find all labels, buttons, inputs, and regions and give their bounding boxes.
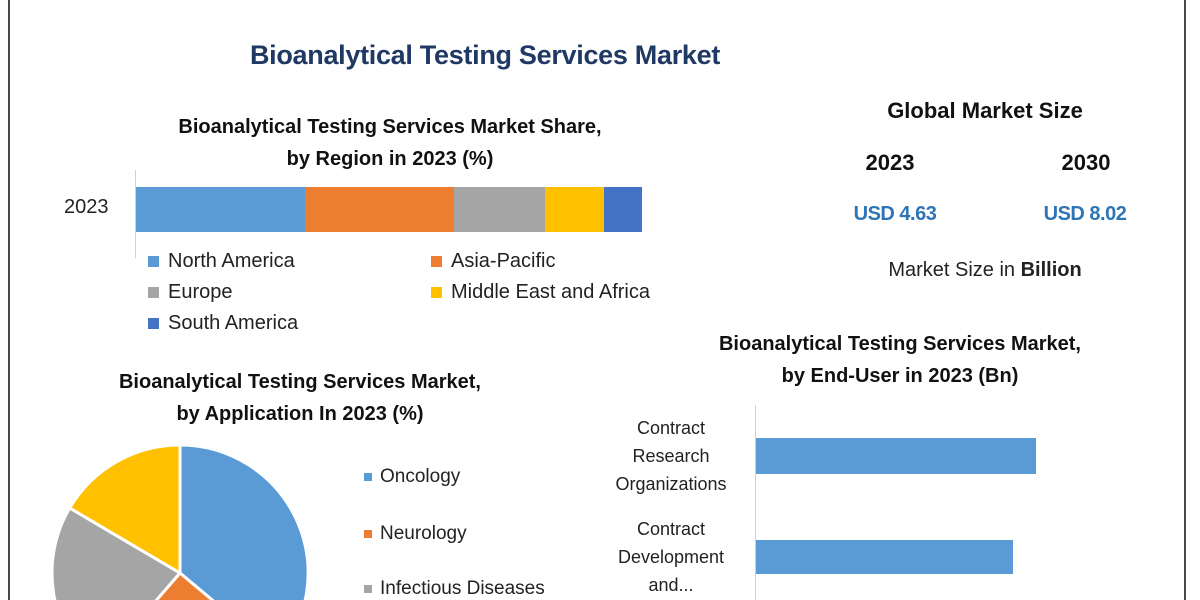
legend-label: North America — [168, 250, 295, 272]
legend-swatch — [364, 585, 372, 593]
page-title: Bioanalytical Testing Services Market — [249, 40, 721, 70]
legend-item-europe: Europe — [148, 281, 233, 304]
legend-swatch — [431, 287, 442, 298]
application-chart-title-line2: by Application In 2023 (%) — [176, 403, 424, 425]
region-chart-title: Bioanalytical Testing Services Market Sh… — [110, 111, 670, 175]
pie-legend-oncology: Oncology — [364, 466, 460, 488]
pie-slice-other — [67, 443, 182, 576]
left-border — [8, 0, 10, 600]
legend-swatch — [148, 318, 159, 329]
bar-segment-asia-pacific — [305, 187, 454, 232]
category-label-cro: Contract Research Organizations — [606, 414, 736, 498]
market-year-2023: 2023 — [865, 150, 915, 175]
unit-prefix: Market Size in — [888, 259, 1021, 281]
region-stacked-bar — [136, 187, 642, 232]
application-pie-chart — [50, 443, 310, 600]
region-chart-title-line1: Bioanalytical Testing Services Market Sh… — [178, 116, 602, 138]
category-label-line: Research — [632, 446, 710, 466]
category-label-line: and... — [648, 575, 694, 595]
bar-cro — [756, 438, 1036, 474]
bar-segment-middle-east-africa — [545, 187, 604, 232]
category-label-line: Organizations — [615, 474, 727, 494]
legend-item-middle-east-africa: Middle East and Africa — [431, 281, 650, 304]
category-label-line: Contract — [636, 519, 706, 539]
global-market-title: Global Market Size — [887, 98, 1083, 123]
region-chart-axis — [135, 170, 136, 258]
legend-swatch — [431, 256, 442, 267]
legend-label: South America — [168, 312, 299, 334]
unit-bold: Billion — [1020, 259, 1082, 281]
legend-label: Middle East and Africa — [451, 281, 650, 303]
legend-label: Infectious Diseases — [380, 578, 545, 599]
pie-slice-infectious-diseases — [50, 505, 183, 600]
bar-segment-europe — [454, 187, 545, 232]
legend-item-north-america: North America — [148, 250, 295, 273]
pie-legend-neurology: Neurology — [364, 523, 467, 545]
legend-label: Asia-Pacific — [451, 250, 556, 272]
enduser-chart-title: Bioanalytical Testing Services Market, b… — [640, 328, 1160, 392]
category-label-line: Contract — [636, 418, 706, 438]
bar-cdmo — [756, 540, 1013, 574]
legend-swatch — [364, 473, 372, 481]
market-value-2030: USD 8.02 — [1043, 203, 1127, 225]
application-chart-title: Bioanalytical Testing Services Market, b… — [60, 366, 540, 430]
bar-segment-south-america — [604, 187, 642, 232]
pie-slice-oncology — [178, 443, 310, 600]
bar-segment-north-america — [136, 187, 305, 232]
legend-item-asia-pacific: Asia-Pacific — [431, 250, 555, 273]
right-border — [1184, 0, 1186, 600]
category-label-cdmo: Contract Development and... — [606, 515, 736, 599]
legend-item-south-america: South America — [148, 312, 298, 335]
market-year-2030: 2030 — [1061, 150, 1111, 175]
region-chart-title-line2: by Region in 2023 (%) — [286, 148, 494, 170]
enduser-chart-title-line1: Bioanalytical Testing Services Market, — [718, 333, 1081, 355]
market-size-unit: Market Size in Billion — [840, 259, 1130, 282]
legend-swatch — [148, 287, 159, 298]
pie-legend-infectious-diseases: Infectious Diseases — [364, 578, 545, 600]
enduser-chart-title-line2: by End-User in 2023 (Bn) — [781, 365, 1019, 387]
application-chart-title-line1: Bioanalytical Testing Services Market, — [118, 371, 481, 393]
legend-label: Oncology — [380, 466, 461, 487]
legend-swatch — [364, 530, 372, 538]
enduser-chart-axis — [755, 405, 756, 600]
region-category-label: 2023 — [64, 196, 109, 218]
legend-label: Europe — [168, 281, 233, 303]
legend-swatch — [148, 256, 159, 267]
pie-slice-neurology — [154, 570, 215, 600]
category-label-line: Development — [617, 547, 725, 567]
legend-label: Neurology — [380, 523, 467, 544]
market-value-2023: USD 4.63 — [853, 203, 937, 225]
